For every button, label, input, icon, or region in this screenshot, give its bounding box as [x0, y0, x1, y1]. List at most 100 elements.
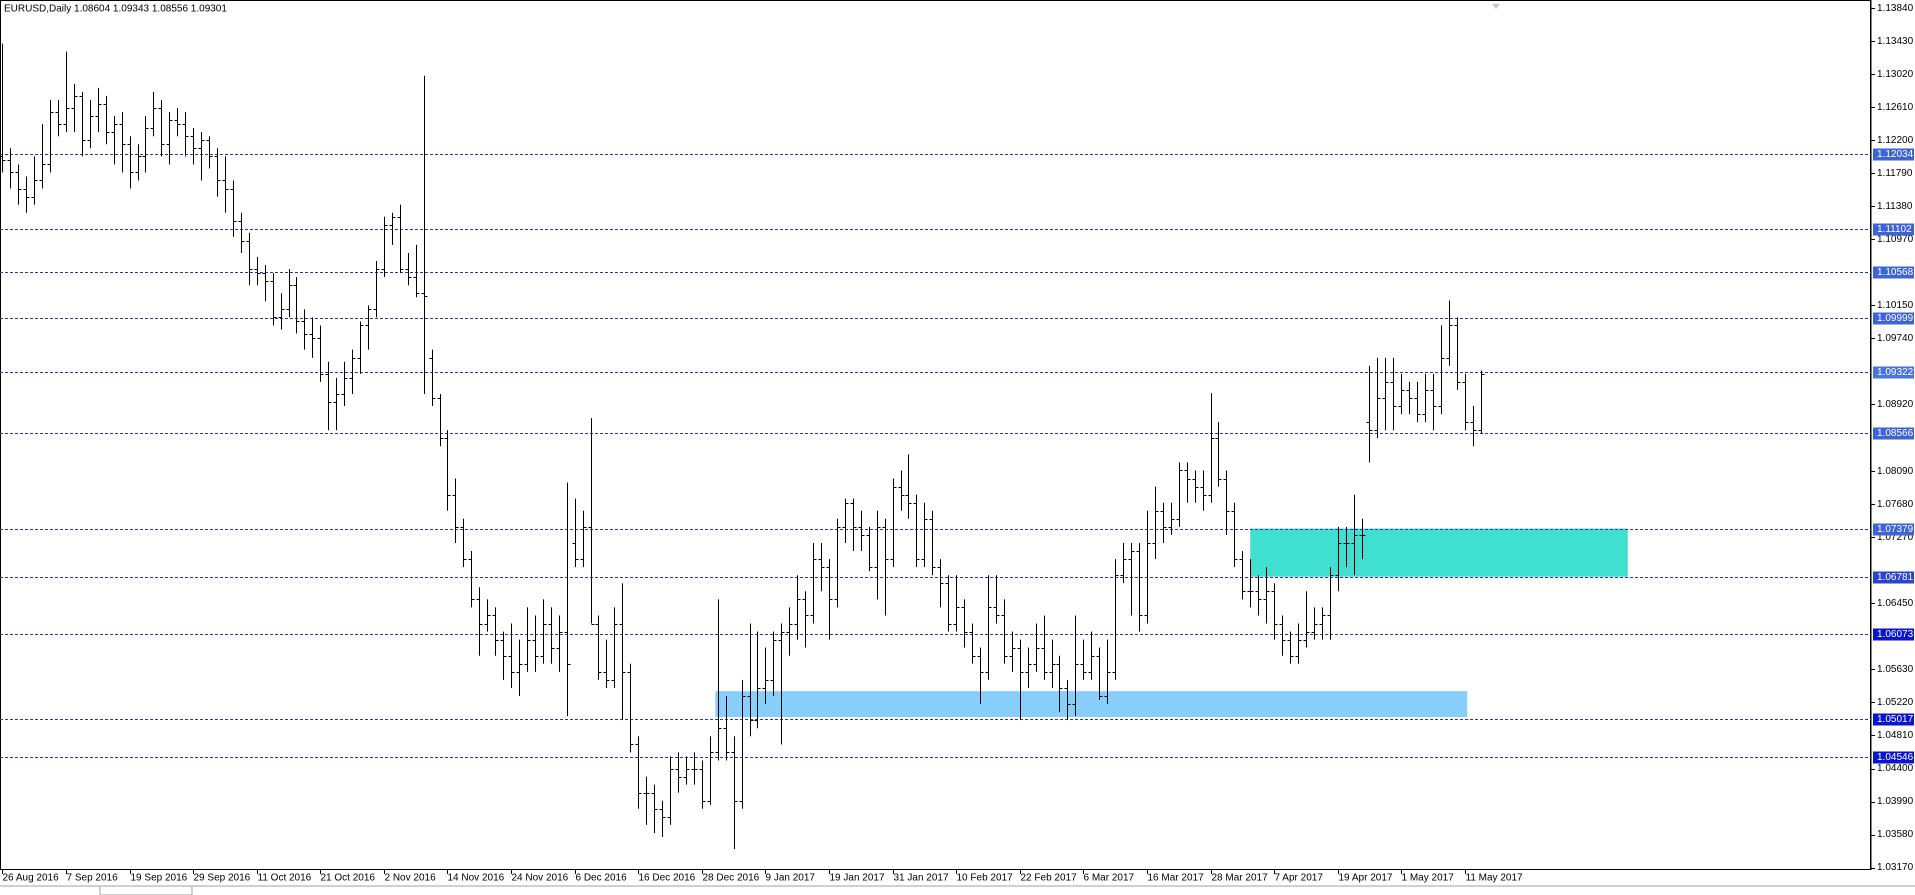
ohlc-bar — [63, 51, 70, 133]
ohlc-bar — [381, 216, 388, 278]
x-tick-label: 14 Nov 2016 — [448, 873, 505, 884]
level-label: 1.06781 — [1877, 572, 1914, 583]
ohlc-bar — [595, 615, 602, 680]
ohlc-bar — [1176, 462, 1183, 527]
ohlc-bar — [1374, 357, 1381, 439]
y-tick-label: 1.07680 — [1877, 499, 1914, 510]
ohlc-bar — [1478, 370, 1485, 434]
ohlc-bar — [961, 599, 968, 648]
x-tick-label: 11 May 2017 — [1466, 873, 1524, 884]
ohlc-bar — [262, 265, 269, 302]
ohlc-bar — [1009, 631, 1016, 672]
y-tick-label: 1.13020 — [1877, 69, 1914, 80]
ohlc-bar — [47, 99, 54, 173]
ohlc-bar — [1462, 373, 1469, 431]
ohlc-bar — [429, 349, 436, 407]
level-label-box — [1873, 366, 1914, 379]
ohlc-bar — [905, 454, 912, 519]
ohlc-bar — [1255, 575, 1262, 616]
ohlc-bar — [135, 144, 142, 181]
ohlc-bar — [770, 631, 777, 697]
y-tick-label: 1.11790 — [1877, 168, 1913, 179]
ohlc-bar — [1247, 559, 1254, 608]
ohlc-bar — [747, 623, 754, 737]
ohlc-bar — [158, 99, 165, 157]
ohlc-bar — [580, 510, 587, 568]
ohlc-bar — [993, 575, 1000, 624]
level-label-box — [1873, 713, 1914, 726]
ohlc-bar — [198, 132, 205, 181]
ohlc-bar — [1072, 615, 1079, 717]
x-tick-label: 28 Dec 2016 — [703, 873, 760, 884]
ohlc-bar — [1327, 567, 1334, 640]
ohlc-bar — [397, 204, 404, 274]
ohlc-bar — [301, 309, 308, 350]
ohlc-bar — [278, 293, 285, 330]
y-tick-label: 1.12610 — [1877, 102, 1914, 113]
ohlc-bar — [421, 75, 428, 394]
level-label-box — [1873, 751, 1914, 764]
ohlc-bar — [1208, 393, 1215, 503]
ohlc-bar — [270, 273, 277, 326]
level-label-box — [1873, 628, 1914, 641]
ohlc-bar — [1446, 300, 1453, 366]
ohlc-bar — [588, 418, 595, 625]
ohlc-bar — [309, 317, 316, 358]
ohlc-bar — [1033, 623, 1040, 672]
ohlc-bar — [707, 736, 714, 805]
ohlc-bar — [254, 257, 261, 286]
level-label: 1.06073 — [1877, 629, 1914, 640]
level-label: 1.12034 — [1877, 149, 1914, 160]
ohlc-bar — [437, 393, 444, 447]
x-tick-label: 7 Sep 2016 — [67, 873, 119, 884]
ohlc-bar — [373, 261, 380, 318]
x-tick-label: 9 Jan 2017 — [766, 873, 816, 884]
ohlc-bar — [444, 430, 451, 511]
x-tick-label: 2 Nov 2016 — [385, 873, 437, 884]
chart-tab[interactable] — [99, 885, 193, 895]
ohlc-bar — [238, 212, 245, 253]
ohlc-bar — [826, 559, 833, 640]
ohlc-bar — [913, 494, 920, 568]
ohlc-bar — [0, 43, 6, 173]
x-tick-label: 11 Oct 2016 — [258, 873, 312, 884]
x-tick-label: 22 Feb 2017 — [1021, 873, 1078, 884]
ohlc-bar — [1263, 567, 1270, 624]
ohlc-bar — [953, 575, 960, 632]
y-tick-label: 1.05630 — [1877, 664, 1914, 675]
y-tick-label: 1.03170 — [1877, 862, 1914, 873]
ohlc-bar — [1335, 526, 1342, 592]
ohlc-bar — [659, 800, 666, 837]
ohlc-bar — [1104, 639, 1111, 705]
ohlc-bar — [898, 470, 905, 511]
ohlc-bar — [1041, 615, 1048, 680]
ohlc-bar — [222, 156, 229, 213]
ohlc-bar — [325, 361, 332, 431]
y-tick-label: 1.05220 — [1877, 697, 1914, 708]
ohlc-bar — [556, 615, 563, 672]
ohlc-bar — [206, 136, 213, 169]
ohlc-bar — [7, 148, 14, 189]
ohlc-bar — [484, 599, 491, 632]
ohlc-bar — [1144, 510, 1151, 624]
y-tick-label: 1.13840 — [1877, 3, 1914, 14]
ohlc-bar — [937, 559, 944, 608]
level-label-box — [1873, 523, 1914, 536]
ohlc-bar — [1470, 406, 1477, 447]
ohlc-bar — [754, 631, 761, 729]
ohlc-bar — [349, 349, 356, 394]
ohlc-bar — [246, 232, 253, 286]
ohlc-bar — [55, 99, 62, 137]
ohlc-bar — [103, 95, 110, 145]
x-tick-label: 6 Mar 2017 — [1084, 873, 1135, 884]
level-label: 1.10568 — [1877, 267, 1914, 278]
ohlc-bar — [842, 498, 849, 543]
ohlc-bar — [1319, 607, 1326, 640]
ohlc-bar — [405, 252, 412, 286]
y-tick-label: 1.13430 — [1877, 36, 1914, 47]
ohlc-bar — [1223, 470, 1230, 535]
ohlc-bar — [1390, 357, 1397, 431]
level-label: 1.09999 — [1877, 313, 1914, 324]
y-tick-label: 1.04400 — [1877, 763, 1914, 774]
ohlc-bar — [572, 498, 579, 568]
